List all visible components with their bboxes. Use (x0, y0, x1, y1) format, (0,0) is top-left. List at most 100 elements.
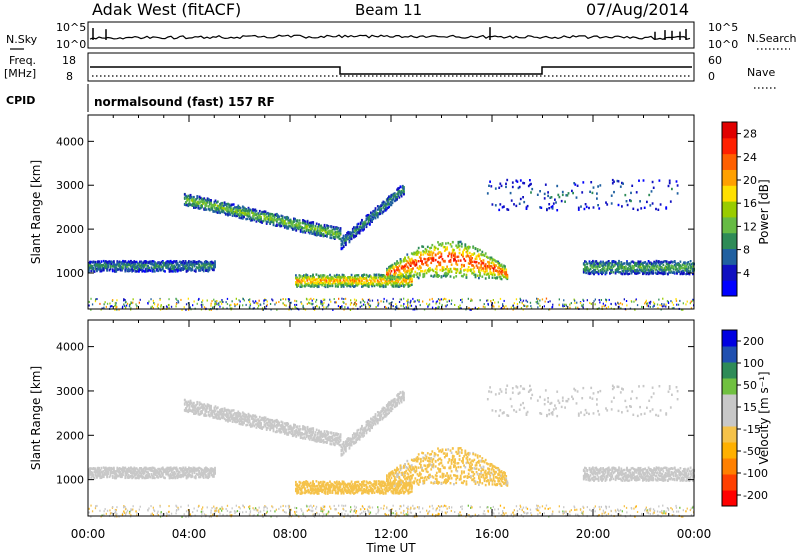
power-clutter (243, 299, 245, 302)
power-echo (445, 242, 447, 245)
power-echo (356, 277, 359, 280)
power-echo (588, 260, 591, 263)
power-echo (387, 276, 389, 279)
power-echo (623, 266, 626, 269)
power-clutter (364, 304, 366, 307)
power-echo (187, 194, 190, 198)
power-echo (143, 260, 146, 263)
power-clutter (526, 300, 529, 303)
power-echo (272, 223, 275, 227)
velocity-echo (109, 474, 112, 477)
power-echo (625, 200, 628, 203)
power-echo (241, 211, 244, 215)
power-echo (347, 282, 350, 285)
power-echo (140, 266, 143, 270)
power-echo (592, 259, 594, 263)
power-echo (186, 196, 188, 200)
power-echo (124, 268, 127, 271)
power-echo (318, 223, 320, 226)
power-echo (668, 181, 671, 185)
power-echo (503, 275, 505, 279)
power-echo (590, 265, 593, 268)
power-echo (645, 262, 648, 266)
power-echo (97, 267, 99, 271)
power-echo (144, 260, 147, 263)
power-echo (183, 265, 186, 269)
power-echo (260, 218, 262, 221)
power-echo (492, 267, 495, 270)
power-echo (401, 280, 404, 283)
power-echo (136, 264, 139, 267)
power-echo (214, 210, 217, 213)
power-echo (302, 219, 304, 222)
power-echo (94, 265, 97, 268)
power-echo (189, 263, 191, 266)
power-echo (505, 271, 508, 274)
power-echo (125, 265, 128, 268)
power-echo (648, 272, 651, 275)
power-echo (115, 267, 118, 270)
velocity-echo (109, 472, 112, 475)
power-clutter (214, 300, 216, 303)
power-clutter (177, 301, 180, 304)
power-echo (336, 227, 338, 231)
power-echo (237, 209, 240, 212)
power-echo (391, 266, 394, 269)
power-echo (406, 275, 409, 278)
power-echo (367, 219, 370, 222)
power-echo (117, 264, 120, 267)
power-echo (417, 268, 420, 271)
power-echo (294, 224, 296, 227)
power-echo (596, 271, 599, 274)
power-echo (403, 266, 405, 269)
power-clutter (649, 305, 651, 308)
power-clutter (529, 301, 532, 304)
power-clutter (130, 307, 132, 310)
power-echo (363, 228, 365, 231)
power-echo (472, 246, 475, 249)
power-echo (438, 256, 440, 259)
power-echo (519, 179, 522, 182)
power-echo (125, 263, 128, 267)
power-echo (315, 281, 318, 285)
power-echo (603, 266, 606, 270)
power-echo (187, 204, 190, 208)
velocity-echo (122, 473, 124, 477)
power-echo (406, 283, 409, 286)
power-echo (232, 203, 235, 206)
power-clutter (551, 305, 554, 308)
power-echo (500, 184, 503, 188)
power-echo (601, 268, 603, 271)
power-echo (328, 280, 330, 283)
power-clutter (234, 305, 236, 308)
velocity-echo (140, 467, 143, 471)
power-echo (106, 265, 108, 269)
power-clutter (633, 300, 635, 303)
power-echo (658, 179, 661, 182)
power-clutter (312, 302, 314, 305)
power-echo (624, 193, 627, 197)
velocity-echo (139, 471, 141, 474)
power-echo (202, 198, 204, 201)
power-echo (496, 269, 498, 273)
power-echo (396, 188, 398, 191)
power-echo (266, 215, 269, 218)
power-echo (306, 276, 309, 279)
power-echo (148, 268, 150, 271)
power-echo (384, 275, 387, 279)
power-clutter (312, 307, 315, 310)
power-echo (374, 212, 377, 216)
colorbar-segment (722, 122, 737, 139)
power-echo (681, 263, 684, 266)
power-echo (619, 271, 622, 274)
power-echo (177, 269, 180, 272)
power-echo (422, 273, 425, 276)
power-clutter (438, 302, 441, 305)
power-echo (401, 267, 404, 270)
power-echo (326, 235, 328, 238)
power-echo (606, 260, 609, 264)
power-echo (135, 270, 138, 273)
power-echo (488, 275, 490, 278)
power-clutter (552, 303, 554, 306)
power-echo (197, 261, 199, 264)
